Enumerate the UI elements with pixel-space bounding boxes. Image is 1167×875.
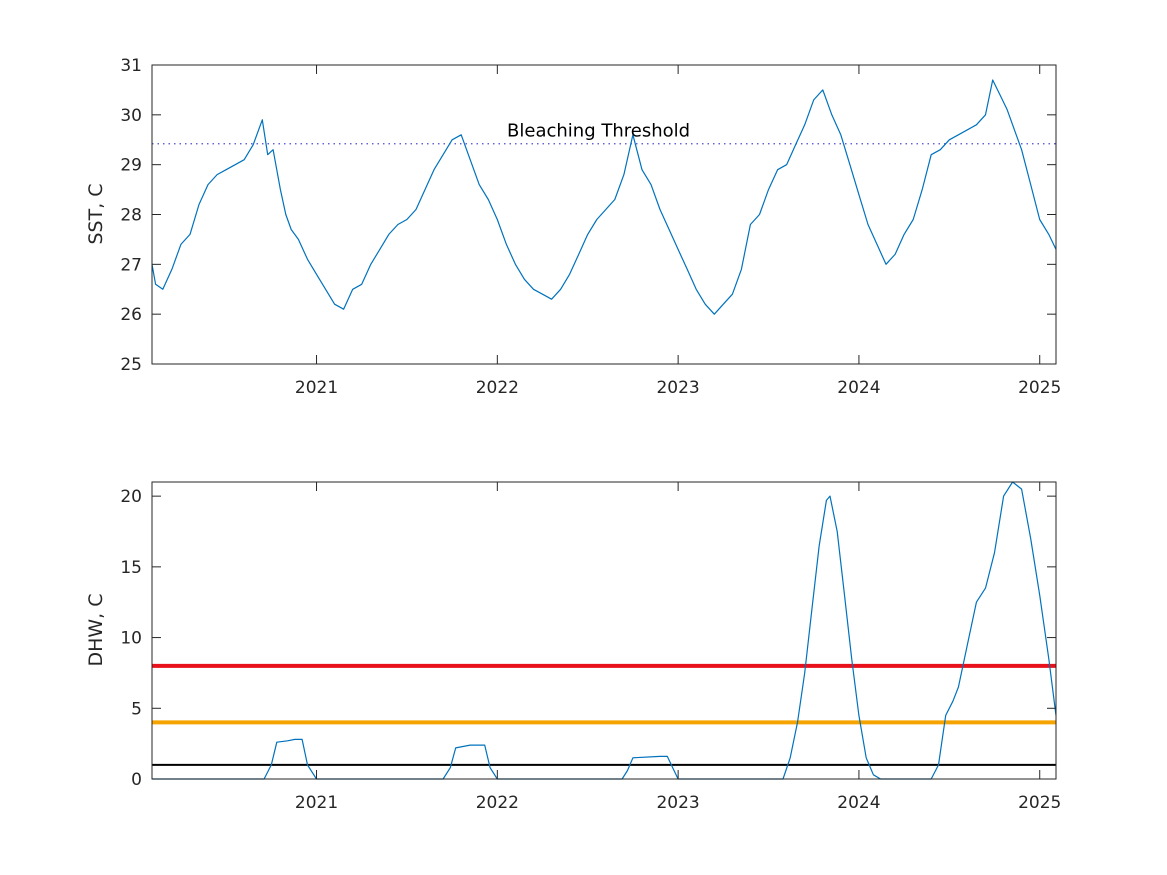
dhw-y-tick-label: 20	[120, 487, 142, 507]
dhw-x-tick-label: 2024	[837, 793, 880, 813]
dhw-reference-lines	[152, 663, 1056, 766]
dhw-y-tick-label: 15	[120, 558, 142, 578]
sst-y-tick-label: 31	[120, 56, 142, 76]
dhw-x-tick-label: 2025	[1018, 793, 1061, 813]
sst-y-tick-label: 28	[120, 206, 142, 226]
sst-y-axis-label: SST, C	[85, 183, 107, 244]
dhw-y-tick-label: 10	[120, 629, 142, 649]
dhw-x-tick-label: 2022	[476, 793, 519, 813]
sst-y-ticks: 25 26 27 28 29 30 31	[120, 56, 1056, 375]
dhw-x-tick-label: 2023	[656, 793, 699, 813]
dhw-x-ticks: 2021 2022 2023 2024 2025	[295, 482, 1061, 813]
sst-y-tick-label: 25	[120, 355, 142, 375]
sst-x-tick-label: 2025	[1018, 378, 1061, 398]
sst-annotations: Bleaching Threshold	[507, 121, 690, 142]
dhw-y-ticks: 0 5 10 15 20	[120, 487, 1056, 790]
dhw-axes-box	[151, 481, 1057, 780]
sst-y-tick-label: 29	[120, 156, 142, 176]
sst-x-tick-label: 2021	[295, 378, 338, 398]
dhw-x-tick-label: 2021	[295, 793, 338, 813]
sst-series-line-0	[151, 79, 1057, 315]
sst-panel: Bleaching Threshold 2021 2022 2023 2024 2025…	[85, 56, 1061, 398]
dhw-y-tick-label: 0	[131, 770, 142, 790]
sst-y-tick-label: 27	[120, 255, 142, 275]
sst-x-tick-label: 2022	[476, 378, 519, 398]
dhw-plot-area	[152, 482, 1056, 779]
sst-y-tick-label: 26	[120, 305, 142, 325]
sst-x-tick-label: 2024	[837, 378, 880, 398]
dhw-panel: 2021 2022 2023 2024 2025 0 5 10 15 20 DHW, C	[85, 481, 1061, 813]
sst-x-tick-label: 2023	[656, 378, 699, 398]
sst-y-tick-label: 30	[120, 106, 142, 126]
dhw-y-tick-label: 5	[131, 699, 142, 719]
sst-plot-area	[152, 65, 1056, 364]
dhw-y-axis-label: DHW, C	[85, 593, 107, 666]
sst-series	[151, 79, 1057, 315]
sst-x-ticks: 2021 2022 2023 2024 2025	[295, 65, 1061, 398]
sst-threshold-label: Bleaching Threshold	[507, 121, 690, 142]
